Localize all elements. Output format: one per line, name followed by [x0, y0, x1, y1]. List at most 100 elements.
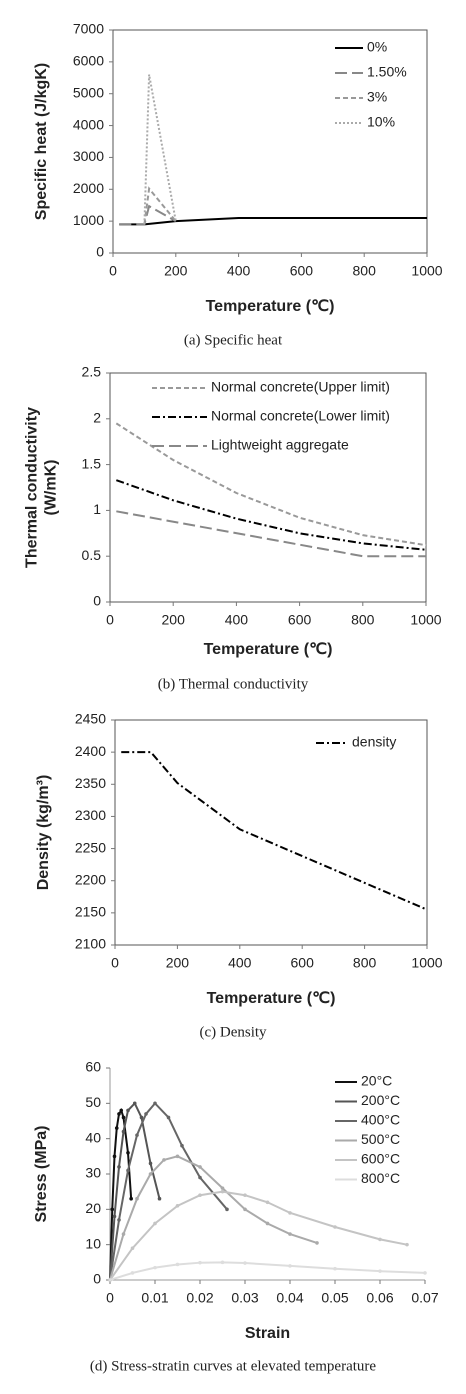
caption: (a) Specific heat: [184, 332, 283, 348]
point-marker: [132, 1101, 137, 1106]
y-tick-label: 60: [85, 1059, 101, 1075]
point-marker: [126, 1108, 130, 1113]
x-tick-label: 0.01: [141, 1290, 168, 1306]
x-tick-label: 0: [106, 1290, 114, 1306]
y-tick-label: 30: [85, 1165, 101, 1181]
x-axis-title: Strain: [245, 1325, 290, 1342]
y-tick-label: 2.5: [82, 364, 102, 380]
point-marker: [378, 1269, 382, 1273]
y-tick-label: 6000: [73, 53, 104, 69]
x-tick-label: 0.02: [186, 1290, 213, 1306]
point-marker: [148, 1161, 153, 1166]
point-marker: [130, 1271, 135, 1275]
point-marker: [112, 1154, 117, 1159]
x-tick-label: 600: [290, 263, 314, 279]
y-tick-label: 3000: [73, 148, 104, 164]
point-marker: [153, 1221, 157, 1226]
point-marker: [121, 1129, 126, 1134]
y-tick-label: 50: [85, 1094, 101, 1110]
y-tick-label: 40: [85, 1129, 101, 1145]
series-line: [109, 1190, 408, 1281]
legend-label: 0%: [367, 39, 387, 55]
x-axis-title: Temperature (℃): [204, 641, 333, 658]
y-tick-label: 5000: [73, 84, 104, 100]
point-marker: [405, 1242, 409, 1247]
y-tick-label: 0: [93, 1271, 101, 1287]
plot-frame: [112, 29, 428, 254]
point-marker: [135, 1196, 139, 1201]
y-tick-label: 0: [93, 593, 101, 609]
caption: (b) Thermal conductivity: [158, 676, 309, 692]
point-marker: [114, 1126, 119, 1130]
y-tick-label: 2100: [75, 936, 106, 952]
y-tick-label: 2000: [73, 180, 104, 196]
point-marker: [130, 1246, 135, 1250]
series-line: [121, 751, 428, 911]
point-marker: [112, 1214, 117, 1219]
point-marker: [288, 1232, 292, 1236]
point-marker: [333, 1225, 337, 1229]
y-axis-title: Stress (MPa): [33, 1126, 50, 1223]
legend-label: 20°C: [361, 1073, 392, 1089]
y-tick-label: 4000: [73, 116, 104, 132]
series-line: [115, 479, 427, 551]
y-axis-title: (W/mK): [43, 460, 60, 516]
series-line: [109, 1261, 426, 1281]
point-marker: [157, 1196, 162, 1201]
x-axis-title: Temperature (℃): [207, 990, 336, 1007]
point-marker: [148, 1172, 153, 1176]
legend-label: Normal concrete(Lower limit): [211, 408, 390, 424]
x-tick-label: 1000: [410, 612, 441, 628]
point-marker: [121, 1115, 126, 1120]
legend-label: 400°C: [361, 1112, 400, 1128]
point-marker: [198, 1260, 202, 1265]
point-marker: [117, 1112, 121, 1116]
series-line: [143, 74, 177, 225]
point-marker: [265, 1200, 270, 1205]
x-axis-title: Temperature (℃): [206, 298, 335, 315]
point-marker: [144, 1112, 148, 1116]
point-marker: [220, 1260, 225, 1265]
legend-label: Normal concrete(Upper limit): [211, 379, 390, 395]
point-marker: [129, 1196, 133, 1201]
point-marker: [117, 1218, 121, 1222]
y-tick-label: 0.5: [82, 547, 102, 563]
point-marker: [121, 1232, 126, 1236]
y-tick-label: 1.5: [82, 455, 102, 471]
legend-label: 500°C: [361, 1131, 400, 1147]
x-tick-label: 0: [109, 263, 117, 279]
legend-label: 1.50%: [367, 64, 407, 80]
x-tick-label: 1000: [411, 263, 442, 279]
point-marker: [126, 1151, 130, 1155]
y-tick-label: 0: [96, 244, 104, 260]
x-tick-label: 400: [227, 263, 251, 279]
y-axis-title: Specific heat (J/kgK): [33, 63, 50, 220]
point-marker: [378, 1237, 382, 1242]
point-marker: [110, 1207, 115, 1212]
caption: (d) Stress-stratin curves at elevated te…: [90, 1358, 376, 1374]
legend-label: 800°C: [361, 1170, 400, 1186]
point-marker: [198, 1193, 202, 1197]
point-marker: [135, 1133, 139, 1137]
caption: (c) Density: [199, 1024, 267, 1040]
legend-label: density: [352, 734, 396, 750]
x-tick-label: 0: [106, 612, 114, 628]
plot-frame: [114, 719, 428, 946]
point-marker: [126, 1168, 130, 1173]
x-tick-label: 200: [162, 612, 186, 628]
series-line: [116, 510, 426, 558]
x-tick-label: 0.04: [276, 1290, 303, 1306]
y-tick-label: 2450: [75, 711, 106, 727]
series-line: [119, 216, 427, 226]
x-tick-label: 600: [288, 612, 312, 628]
x-tick-label: 600: [291, 955, 315, 971]
y-axis-title: Thermal conductivity: [24, 407, 41, 568]
y-tick-label: 2200: [75, 871, 106, 887]
x-tick-label: 200: [164, 263, 188, 279]
y-tick-label: 2250: [75, 839, 106, 855]
y-axis-title: Density (kg/m³): [35, 775, 52, 891]
point-marker: [180, 1143, 184, 1148]
point-marker: [288, 1264, 292, 1268]
y-tick-label: 2150: [75, 904, 106, 920]
